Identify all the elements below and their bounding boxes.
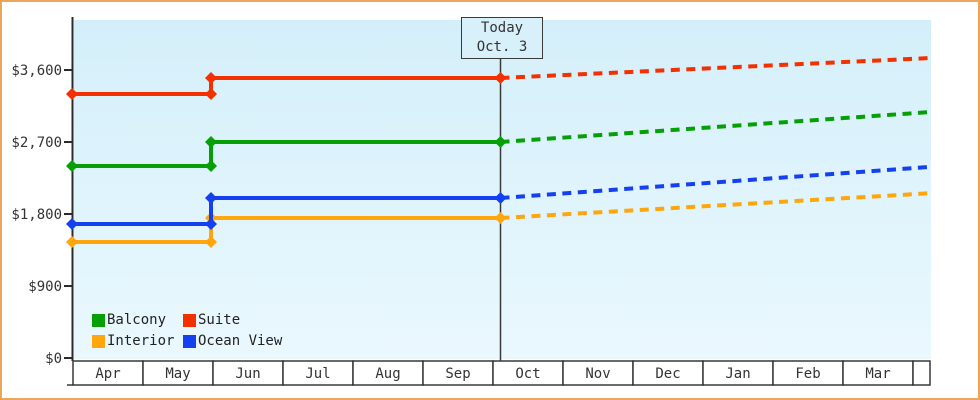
data-point-marker — [66, 218, 78, 230]
legend-label: Ocean View — [198, 333, 283, 349]
axes: $3,600 $2,700 $1,800 $900 $0 Apr May Jun Jul Aug S… — [11, 17, 931, 386]
month-label: Sep — [445, 366, 470, 382]
series-ocean-view — [66, 164, 932, 230]
plot-area — [74, 20, 931, 359]
month-cell — [142, 360, 214, 386]
today-annotation-box: Today Oct. 3 — [461, 17, 543, 59]
y-axis-tick-label: $2,700 — [11, 135, 62, 151]
history-line-balcony — [72, 140, 501, 168]
projection-line-suite — [500, 56, 932, 80]
data-point-marker — [494, 192, 507, 204]
legend-swatch-balcony — [92, 313, 105, 327]
series-suite — [66, 56, 932, 100]
month-cell — [212, 360, 284, 386]
legend: Balcony Suite Interior Ocean View — [92, 312, 282, 349]
month-label: Jul — [305, 366, 330, 382]
series-balcony — [66, 110, 932, 172]
month-cell — [772, 360, 844, 386]
today-annotation-line2: Oct. 3 — [476, 39, 528, 55]
month-label: Jan — [725, 366, 750, 382]
month-label: Dec — [655, 366, 680, 382]
legend-swatch-suite — [183, 313, 196, 327]
data-point-marker — [205, 218, 217, 230]
legend-item-ocean-view: Ocean View — [183, 333, 282, 349]
month-label: Apr — [95, 366, 120, 382]
y-axis-tick-label: $3,600 — [11, 63, 62, 79]
legend-swatch-interior — [92, 334, 105, 348]
legend-item-interior: Interior — [92, 333, 183, 349]
legend-label: Interior — [107, 333, 175, 349]
history-line-ocean-view — [72, 196, 501, 226]
month-label: Aug — [375, 366, 400, 382]
data-point-marker — [205, 88, 217, 100]
month-cell — [352, 360, 424, 386]
series-lines — [66, 56, 932, 248]
projection-line-balcony — [500, 110, 932, 144]
today-annotation-line1: Today — [480, 20, 524, 37]
data-point-marker — [66, 160, 78, 172]
legend-label: Balcony — [107, 312, 167, 328]
legend-item-balcony: Balcony — [92, 312, 183, 328]
y-axis-tick-label: $0 — [45, 351, 62, 367]
data-point-marker — [205, 72, 217, 84]
projection-line-interior — [500, 191, 932, 220]
month-label: Jun — [235, 366, 260, 382]
month-label: May — [165, 366, 190, 382]
legend-item-suite: Suite — [183, 312, 282, 328]
data-point-marker — [205, 160, 217, 172]
month-cell — [72, 360, 144, 386]
data-point-marker — [494, 72, 507, 84]
y-axis-tick-label: $1,800 — [11, 207, 62, 223]
month-cell — [702, 360, 774, 386]
month-label: Feb — [795, 366, 820, 382]
data-point-marker — [205, 136, 217, 148]
legend-label: Suite — [198, 312, 241, 328]
data-point-marker — [205, 192, 217, 204]
history-line-suite — [72, 76, 501, 96]
data-point-marker — [494, 212, 507, 224]
data-point-marker — [66, 236, 78, 248]
data-point-marker — [494, 136, 507, 148]
month-label: Mar — [865, 366, 890, 382]
month-label: Nov — [585, 366, 610, 382]
data-point-marker — [66, 88, 78, 100]
legend-swatch-ocean-view — [183, 334, 196, 348]
month-cell — [282, 360, 354, 386]
projection-line-ocean-view — [500, 164, 932, 200]
month-label: Oct — [515, 366, 540, 382]
data-point-marker — [205, 236, 217, 248]
month-cell-partial — [912, 360, 931, 386]
y-axis-tick-label: $900 — [28, 279, 62, 295]
